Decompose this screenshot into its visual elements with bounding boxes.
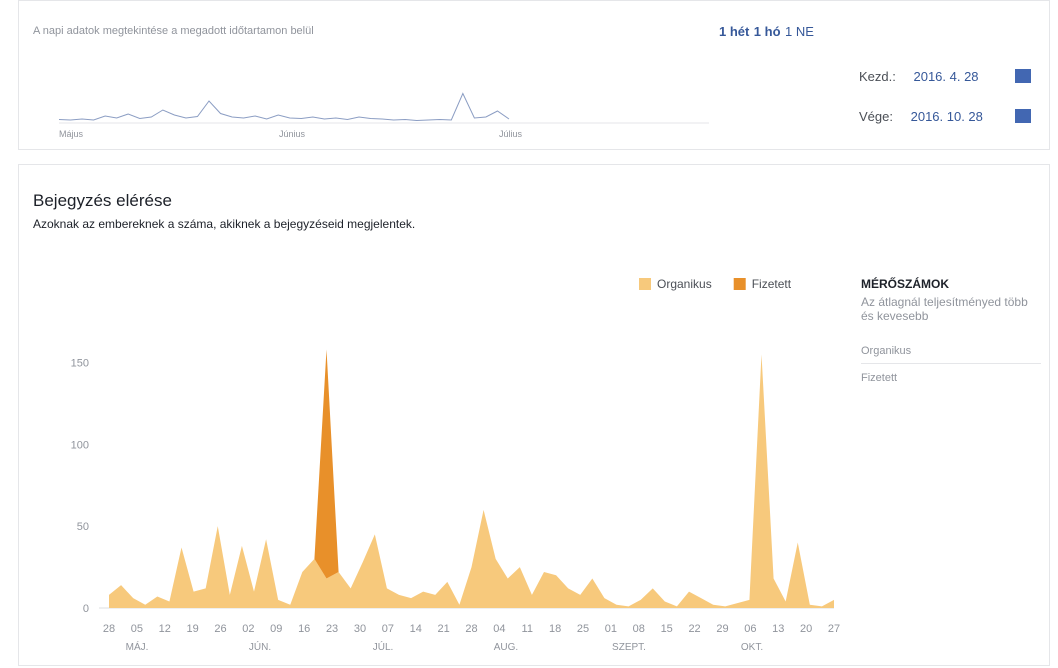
- sidebar-item: Fizetett: [861, 372, 898, 384]
- overview-chart: MájusJúniusJúliusAug.: [58, 92, 709, 139]
- month-label: OKT.: [741, 642, 763, 653]
- end: Vége: 2016. 10. 28: [859, 109, 983, 124]
- x-tick-label: 19: [187, 623, 199, 635]
- calendar-icon[interactable]: [1015, 69, 1031, 83]
- x-tick-label: 22: [688, 623, 700, 635]
- x-tick-label: 23: [326, 623, 338, 635]
- month-label: JÚN.: [249, 640, 271, 653]
- start: Kezd.: 2016. 4. 28: [859, 69, 979, 84]
- sidebar: MÉRŐSZÁMOK Az átlagnál teljesítményed tö…: [861, 277, 1041, 384]
- section-subtitle: Azoknak az embereknek a száma, akiknek a…: [33, 217, 416, 231]
- sidebar-heading: MÉRŐSZÁMOK: [861, 277, 949, 291]
- x-tick-label: 28: [103, 623, 115, 635]
- x-tick-label: 09: [270, 623, 282, 635]
- legend-label: Fizetett: [752, 277, 792, 291]
- x-tick-label: 13: [772, 623, 784, 635]
- overview-card: A napi adatok megtekintése a megadott id…: [18, 0, 1050, 150]
- sidebar-item: Organikus: [861, 345, 1041, 364]
- x-tick-label: 14: [410, 623, 422, 635]
- month-label: SZEPT.: [612, 642, 646, 653]
- x-tick-label: 05: [131, 623, 143, 635]
- range[interactable]: 1 NE: [784, 24, 814, 39]
- x-tick-label: 28: [465, 623, 477, 635]
- reach-card: Bejegyzés elérése Azoknak az embereknek …: [18, 164, 1050, 666]
- legend-label: Organikus: [657, 277, 712, 291]
- sparkline-label: Június: [279, 129, 306, 139]
- x-tick-label: 02: [242, 623, 254, 635]
- range[interactable]: 1 hét: [719, 24, 750, 39]
- x-tick-label: 18: [549, 623, 561, 635]
- x-tick-label: 04: [493, 623, 505, 635]
- legend-swatch: [639, 278, 651, 290]
- caption: A napi adatok megtekintése a megadott id…: [33, 25, 314, 37]
- month-label: MÁJ.: [126, 640, 149, 653]
- x-tick-label: 16: [298, 623, 310, 635]
- x-tick-label: 20: [800, 623, 812, 635]
- ranges: 1 hét 1 hó 1 NE: [719, 23, 814, 41]
- x-tick-label: 08: [633, 623, 645, 635]
- date[interactable]: 2016. 10. 28: [910, 109, 983, 124]
- label: Kezd.:: [859, 69, 896, 84]
- legend-swatch: [733, 278, 746, 290]
- range[interactable]: 1 hó: [753, 24, 781, 39]
- sparkline-label: Május: [59, 129, 84, 139]
- y-tick-label: 100: [71, 439, 89, 451]
- x-tick-label: 25: [577, 623, 589, 635]
- x-tick-label: 29: [716, 623, 728, 635]
- x-tick-label: 15: [661, 623, 673, 635]
- area: [109, 354, 834, 608]
- x-tick-label: 30: [354, 623, 366, 635]
- x-tick-label: 01: [605, 623, 617, 635]
- date[interactable]: 2016. 4. 28: [913, 69, 979, 84]
- sparkline-label: Július: [499, 129, 523, 139]
- y-tick-label: 50: [77, 521, 89, 533]
- x-tick-label: 27: [828, 623, 840, 635]
- x-tick-label: 11: [522, 623, 533, 635]
- month-label: JÚL.: [373, 640, 394, 653]
- month-label: AUG.: [494, 642, 518, 653]
- sidebar-text: Az átlagnál teljesítményed több és keves…: [861, 295, 1028, 323]
- calendar-icon[interactable]: [1015, 109, 1031, 123]
- reach-chart: 0 50 100 150 28 05 12 19 26 02 09 16 23 30 07 14 21 28 04 1…: [71, 277, 840, 653]
- x-tick-label: 21: [437, 623, 449, 635]
- y-tick-label: 150: [71, 358, 89, 370]
- label: Vége:: [859, 109, 893, 124]
- sparkline: [58, 92, 510, 122]
- y-tick-label: 0: [83, 603, 89, 615]
- x-tick-label: 12: [159, 623, 171, 635]
- x-tick-label: 06: [744, 623, 756, 635]
- section-title: Bejegyzés elérése: [33, 191, 172, 210]
- x-tick-label: 26: [214, 623, 226, 635]
- x-tick-label: 07: [382, 623, 394, 635]
